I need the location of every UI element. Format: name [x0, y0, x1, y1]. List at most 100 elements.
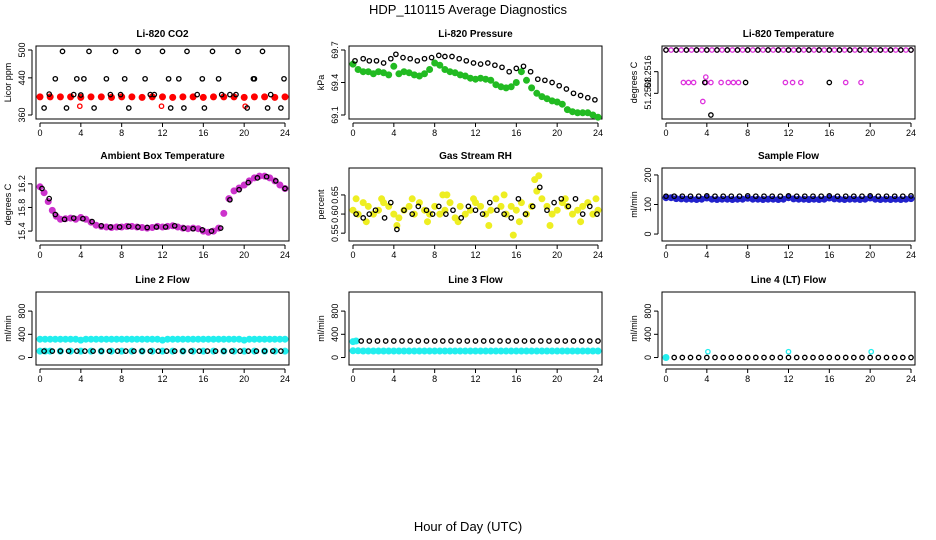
data-point [278, 348, 284, 354]
data-point [108, 93, 115, 101]
data-point [259, 48, 266, 55]
x-tick-label: 0 [663, 374, 668, 384]
panel-5: Gas Stream RH 0 4 8 12 16 20 24 0.550.600.65 perc… [316, 151, 603, 260]
data-point [254, 175, 261, 181]
data-point [220, 209, 228, 217]
x-tick-label: 4 [391, 250, 396, 260]
data-point [456, 338, 463, 344]
data-point [61, 216, 68, 223]
data-point [271, 93, 279, 101]
panel-title: Ambient Box Temperature [100, 151, 225, 162]
data-point [730, 79, 737, 86]
data-point [533, 89, 541, 97]
data-point [153, 224, 160, 230]
data-point [883, 193, 890, 200]
data-point [118, 347, 126, 355]
y-tick-label: 800 [643, 304, 653, 319]
y-tick-label: 800 [17, 304, 27, 319]
data-point [128, 93, 136, 101]
data-point [107, 224, 114, 230]
data-point [806, 47, 812, 53]
data-point [114, 348, 121, 354]
data-point [850, 354, 857, 361]
data-point [360, 215, 367, 221]
data-point [687, 354, 694, 361]
data-point [850, 193, 857, 200]
data-point [426, 66, 434, 73]
series-3 [671, 354, 914, 361]
series-3 [41, 348, 284, 354]
data-point [421, 70, 428, 78]
data-point [352, 337, 360, 345]
data-point [867, 47, 874, 53]
data-point [52, 211, 59, 218]
data-point [435, 203, 442, 210]
data-point [899, 354, 906, 361]
y-tick-label: 500 [17, 42, 27, 57]
data-point [278, 105, 284, 111]
data-point [352, 195, 360, 203]
x-tick-label: 16 [198, 250, 208, 260]
data-point [818, 354, 825, 361]
data-point [463, 57, 470, 64]
data-point [728, 193, 735, 200]
data-point [755, 47, 761, 53]
data-point [572, 195, 579, 202]
data-point [142, 75, 148, 82]
data-point [719, 47, 725, 53]
data-point [436, 210, 444, 218]
x-tick-label: 12 [157, 128, 167, 138]
data-point [846, 47, 853, 53]
plot-frame [348, 45, 603, 120]
data-point [121, 75, 128, 82]
data-point [36, 93, 44, 101]
data-point [499, 64, 505, 71]
data-point [366, 338, 373, 344]
data-point [570, 90, 577, 97]
data-point [98, 222, 105, 229]
data-point [579, 202, 587, 210]
data-point [663, 193, 669, 200]
x-tick-label: 8 [119, 128, 124, 138]
panel-4: Ambient Box Temperature 0 4 8 12 16 20 24 15.4 15… [3, 151, 290, 260]
data-point [859, 193, 865, 200]
data-point [405, 202, 413, 210]
data-point [683, 47, 690, 53]
y-axis-label: kPa [316, 75, 326, 91]
data-point [517, 68, 525, 76]
x-tick-label: 0 [37, 374, 42, 384]
series-1 [349, 59, 602, 121]
panel-title: Li-820 CO2 [136, 29, 189, 40]
x-tick-label: 24 [593, 374, 603, 384]
y-axis-label: degrees C [3, 183, 13, 225]
data-point [671, 193, 678, 200]
x-tick-label: 8 [432, 374, 437, 384]
x-tick-label: 12 [783, 128, 793, 138]
y-tick-label: 0 [17, 355, 27, 360]
x-tick-label: 24 [906, 374, 916, 384]
panel-title: Line 4 (LT) Flow [751, 275, 827, 286]
data-point [448, 338, 454, 344]
data-point [678, 47, 685, 53]
data-point [729, 47, 736, 53]
data-point [387, 199, 394, 206]
data-point [892, 47, 899, 53]
y-tick-label: 400 [643, 327, 653, 342]
y-axis-label: degrees C [629, 61, 639, 103]
data-point [359, 199, 367, 207]
data-point [220, 348, 227, 354]
data-point [801, 354, 808, 361]
data-point [107, 91, 114, 98]
data-point [544, 207, 550, 214]
data-point [390, 210, 398, 218]
x-tick-label: 12 [783, 250, 793, 260]
data-point [179, 93, 187, 101]
data-point [485, 222, 493, 229]
data-point [167, 105, 174, 111]
data-point [586, 203, 593, 210]
data-point [44, 198, 52, 205]
plot-frame [35, 291, 290, 366]
data-point [235, 48, 241, 55]
data-point [282, 185, 288, 192]
